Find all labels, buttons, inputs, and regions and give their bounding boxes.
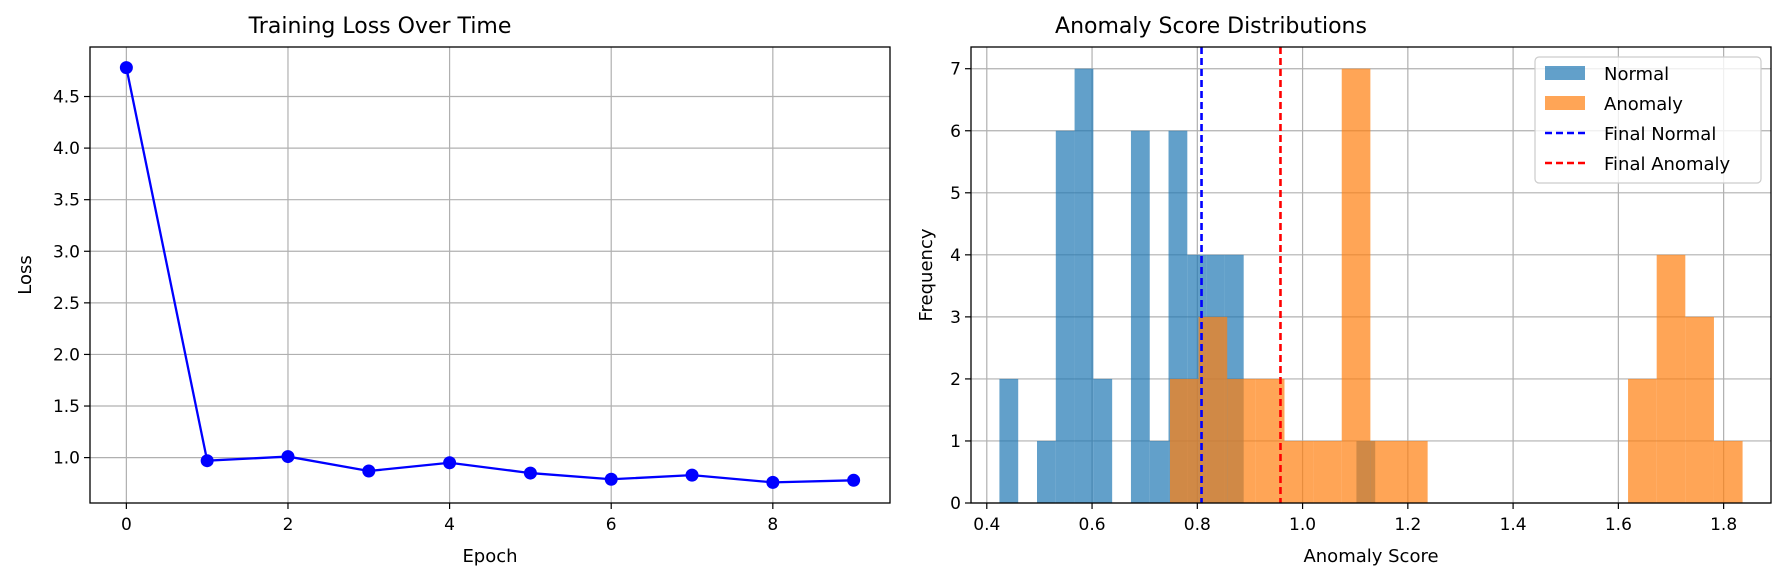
hist-plot-area [999,47,1743,503]
hist-x-tick-label: 1.2 [1394,515,1421,535]
hist-y-tick-label: 6 [950,122,961,142]
loss-x-tick-label: 8 [767,515,778,535]
hist-bar-anomaly [1370,440,1399,503]
hist-x-axis-label: Anomaly Score [1303,546,1438,567]
legend-label-anomaly: Anomaly [1604,94,1683,115]
hist-x-tick-label: 1.4 [1500,515,1527,535]
loss-axes-frame [89,46,891,504]
loss-point [523,466,537,480]
loss-series-line [125,67,854,484]
hist-x-tick-label: 1.8 [1710,515,1737,535]
hist-bar-normal [1037,440,1056,503]
loss-x-tick-label: 4 [444,515,455,535]
hist-bar-anomaly [1169,378,1199,503]
legend-swatch-anomaly [1545,96,1585,110]
hist-bar-anomaly [1313,440,1342,503]
loss-point [443,456,457,470]
hist-x-tick-label: 0.4 [973,515,1000,535]
loss-y-tick-label: 3.0 [53,242,80,262]
hist-bar-anomaly [1227,378,1256,503]
hist-bar-normal [1055,130,1075,503]
loss-point [847,473,861,487]
loss-y-tick-label: 3.5 [53,191,80,211]
hist-axes-frame [970,46,1772,504]
hist-x-tick-label: 1.6 [1605,515,1632,535]
legend-swatch-normal [1545,66,1585,80]
loss-point [766,475,780,489]
hist-bar-anomaly [1656,254,1686,503]
hist-ticks: 0.4 0.6 0.8 1.0 1.2 1.4 1.6 1.8 0 1 2 3 4 5 6 7 [950,60,1737,535]
anomaly-histogram: Anomaly Score Distributions 0.4 0.6 0.8 1.0… [916,14,1772,567]
hist-bar-normal [1093,378,1113,503]
hist-bar-anomaly [1399,440,1428,503]
hist-bar-anomaly [1284,440,1314,503]
legend-box [1534,56,1762,184]
loss-chart: Training Loss Over Time 0 2 4 6 8 1.0 1.5 2.0 2.… [15,14,891,567]
hist-bar-normal [1130,130,1150,503]
loss-x-tick-label: 6 [606,515,617,535]
hist-y-tick-label: 0 [950,494,961,514]
hist-bar-normal [999,378,1019,503]
loss-point [685,468,699,482]
loss-chart-title: Training Loss Over Time [248,14,512,39]
loss-y-tick-label: 2.5 [53,294,80,314]
loss-y-tick-label: 1.0 [53,449,80,469]
loss-point [362,464,376,478]
hist-y-axis-label: Frequency [916,228,937,321]
hist-bar-anomaly [1198,316,1228,503]
loss-x-axis-label: Epoch [462,546,517,567]
loss-point [119,61,133,75]
hist-x-tick-label: 0.6 [1079,515,1106,535]
loss-point [200,454,214,468]
hist-bar-anomaly [1685,316,1714,503]
hist-y-tick-label: 1 [950,432,961,452]
loss-y-tick-label: 4.5 [53,88,80,108]
hist-bar-normal [1074,68,1094,503]
legend-label-normal: Normal [1604,64,1669,85]
hist-y-tick-label: 5 [950,184,961,204]
hist-x-tick-label: 1.0 [1289,515,1316,535]
loss-plot-area [119,61,861,489]
hist-y-tick-label: 2 [950,370,961,390]
legend-label-final-normal: Final Normal [1604,124,1716,145]
hist-y-tick-label: 7 [950,60,961,80]
hist-bar-anomaly [1713,440,1743,503]
loss-y-tick-label: 2.0 [53,345,80,365]
loss-point [604,472,618,486]
loss-y-tick-label: 4.0 [53,139,80,159]
loss-ticks: 0 2 4 6 8 1.0 1.5 2.0 2.5 3.0 3.5 4.0 4.5 [53,88,778,535]
loss-point [281,450,295,464]
hist-bar-anomaly [1628,378,1657,503]
hist-y-tick-label: 3 [950,308,961,328]
hist-bar-normal [1149,440,1169,503]
loss-x-tick-label: 2 [283,515,294,535]
loss-y-axis-label: Loss [15,255,36,294]
hist-legend: Normal Anomaly Final Normal Final Anomal… [1534,56,1762,184]
hist-bar-anomaly [1255,378,1285,503]
hist-y-tick-label: 4 [950,246,961,266]
loss-y-tick-label: 1.5 [53,397,80,417]
hist-bar-anomaly [1341,68,1371,503]
loss-x-tick-label: 0 [121,515,132,535]
hist-chart-title: Anomaly Score Distributions [1055,14,1367,39]
hist-x-tick-label: 0.8 [1184,515,1211,535]
legend-label-final-anomaly: Final Anomaly [1604,154,1731,175]
loss-grid [90,47,890,503]
